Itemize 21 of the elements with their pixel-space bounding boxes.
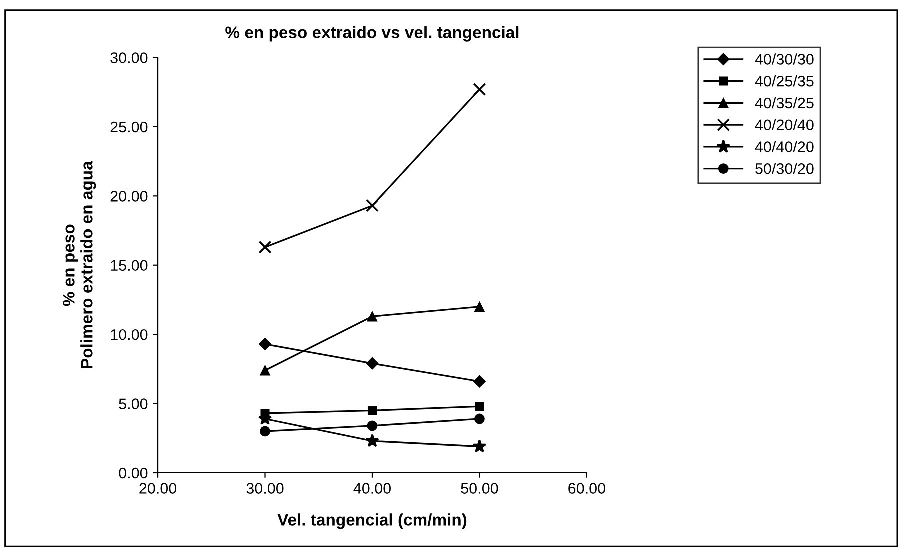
legend-label: 50/30/20 xyxy=(756,163,814,174)
y-tick-label: 10.00 xyxy=(111,329,148,340)
x-tick-label: 30.00 xyxy=(246,483,284,494)
y-tick-label: 25.00 xyxy=(110,122,148,133)
legend-label: 40/30/30 xyxy=(755,54,814,65)
x-tick-label: 20.00 xyxy=(140,483,177,494)
x-axis-title: Vel. tangencial (cm/min) xyxy=(278,514,467,530)
y-tick-label: 15.00 xyxy=(111,260,148,272)
y-tick-label: 5.00 xyxy=(119,398,148,410)
legend-label: 40/35/25 xyxy=(755,97,814,109)
y-tick-label: 30.00 xyxy=(110,52,148,64)
y-axis-title: % en peso Polimero extraido en agua xyxy=(63,161,96,368)
x-tick-label: 40.00 xyxy=(354,483,392,494)
legend-label: 40/20/40 xyxy=(755,119,814,131)
chart-title: % en peso extraido vs vel. tangencial xyxy=(226,26,519,42)
legend-label: 40/40/20 xyxy=(755,141,814,152)
legend-label: 40/25/35 xyxy=(755,76,814,87)
y-tick-label: 0.00 xyxy=(119,468,148,479)
y-tick-label: 20.00 xyxy=(110,191,148,202)
x-tick-label: 50.00 xyxy=(461,483,498,494)
x-tick-label: 60.00 xyxy=(568,483,606,494)
